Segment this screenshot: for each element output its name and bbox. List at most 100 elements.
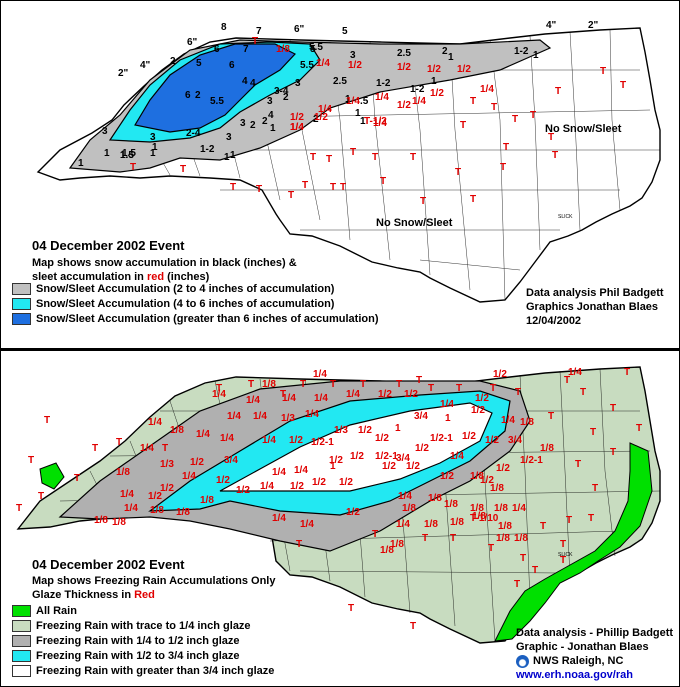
glaze-amount-label: 1/4 — [140, 443, 154, 454]
snow-amount-label: 2 — [442, 46, 448, 57]
zone-all-rain-coast — [494, 442, 653, 642]
glaze-amount-label: 1/3 — [334, 425, 348, 436]
snow-amount-label: 8 — [221, 22, 227, 33]
glaze-amount-label: 1/2 — [378, 389, 392, 400]
ice-legend-item-quarter-half: Freezing Rain with 1/4 to 1/2 inch glaze — [12, 635, 240, 647]
ice-map-description: Map shows Freezing Rain Accumulations On… — [32, 575, 276, 601]
glaze-amount-label: 1/2-1 — [520, 455, 543, 466]
glaze-amount-label: T — [450, 533, 456, 544]
glaze-amount-label: 1/2 — [440, 471, 454, 482]
sleet-amount-label: T — [310, 152, 316, 163]
zone-all-rain-west — [39, 462, 65, 490]
slick-logo-bottom: SLICK — [558, 552, 573, 558]
glaze-amount-label: T — [580, 387, 586, 398]
snow-amount-label: 2.5 — [397, 48, 411, 59]
snow-amount-label: 2 — [283, 92, 289, 103]
glaze-amount-label: 1 — [330, 461, 336, 472]
sleet-amount-label: 1/4 — [480, 84, 494, 95]
glaze-amount-label: 1/2 — [485, 435, 499, 446]
legend-swatch-cyan-ice — [12, 650, 31, 662]
sleet-amount-label: 1/2 — [457, 64, 471, 75]
glaze-amount-label: 1/4 — [568, 367, 582, 378]
glaze-amount-label: 1/4 — [346, 389, 360, 400]
glaze-amount-label: T — [456, 383, 462, 394]
snow-amount-label: 3 — [267, 96, 273, 107]
ice-legend-item-half-three-quarter: Freezing Rain with 1/2 to 3/4 inch glaze — [12, 650, 240, 662]
snow-amount-label: 5 — [310, 44, 316, 55]
glaze-amount-label: T — [575, 459, 581, 470]
glaze-amount-label: T — [416, 375, 422, 386]
snow-amount-label: 1 — [152, 142, 158, 153]
sleet-amount-label: 1/2 — [348, 60, 362, 71]
no-snow-label-east: No Snow/Sleet — [545, 123, 622, 135]
glaze-amount-label: T — [330, 379, 336, 390]
glaze-amount-label: T — [548, 411, 554, 422]
slick-logo-top: SLICK — [558, 214, 573, 220]
sleet-amount-label: 1/2 — [290, 112, 304, 123]
glaze-amount-label: 1/4 — [501, 415, 515, 426]
glaze-amount-label: 1/8 — [470, 503, 484, 514]
glaze-amount-label: 1/2-1 — [430, 433, 453, 444]
glaze-amount-label: 3/4 — [414, 411, 428, 422]
glaze-amount-label: 1/2 — [475, 393, 489, 404]
glaze-amount-label: 1/2 — [148, 491, 162, 502]
glaze-amount-label: T — [74, 473, 80, 484]
glaze-amount-label: 1/8 — [380, 545, 394, 556]
sleet-amount-label: 1/2 — [427, 64, 441, 75]
snow-amount-label: 2 — [195, 90, 201, 101]
snow-amount-label: 3 — [350, 50, 356, 61]
snow-amount-label: 1 — [355, 108, 361, 119]
snow-amount-label: 1 — [345, 94, 351, 105]
glaze-amount-label: 1/2 — [350, 451, 364, 462]
snow-amount-label: 1 — [448, 52, 454, 63]
sleet-amount-label: T — [460, 120, 466, 131]
glaze-amount-label: T — [560, 539, 566, 550]
snow-amount-label: 6 — [229, 60, 235, 71]
snow-amount-label: 1 — [104, 148, 110, 159]
sleet-amount-label: T — [410, 152, 416, 163]
legend-swatch-green — [12, 605, 31, 617]
glaze-amount-label: 1/8 — [514, 533, 528, 544]
glaze-amount-label: 1/2 — [480, 475, 494, 486]
nws-url-link[interactable]: www.erh.noaa.gov/rah — [516, 669, 633, 681]
glaze-amount-label: T — [44, 415, 50, 426]
glaze-amount-label: T — [560, 555, 566, 566]
no-snow-label-south: No Snow/Sleet — [376, 217, 453, 229]
glaze-amount-label: 1/4 — [440, 399, 454, 410]
glaze-amount-label: T — [532, 565, 538, 576]
snow-amount-label: 7 — [243, 44, 249, 55]
snow-amount-label: 3 — [240, 118, 246, 129]
snow-amount-label: 1-2 — [410, 84, 425, 95]
glaze-amount-label: 1/4 — [212, 389, 226, 400]
sleet-amount-label: 1/4 — [318, 104, 332, 115]
snow-map-credits: Data analysis Phil Badgett Graphics Jona… — [526, 287, 664, 327]
sleet-amount-label: T — [420, 196, 426, 207]
glaze-amount-label: 1/2 — [406, 461, 420, 472]
legend-swatch-light-green — [12, 620, 31, 632]
sleet-amount-label: T — [180, 164, 186, 175]
sleet-amount-label: T — [288, 190, 294, 201]
glaze-amount-label: T — [520, 553, 526, 564]
glaze-amount-label: 1/4 — [294, 465, 308, 476]
glaze-amount-label: T — [540, 521, 546, 532]
snow-amount-label: 1.5 — [122, 148, 136, 159]
glaze-amount-label: 1/2 — [496, 463, 510, 474]
ice-legend-item-over-three-quarter: Freezing Rain with greater than 3/4 inch… — [12, 665, 274, 677]
glaze-amount-label: 1/4 — [262, 435, 276, 446]
sleet-amount-label: 1/4 — [316, 58, 330, 69]
glaze-amount-label: T — [162, 443, 168, 454]
snow-amount-label: 4" — [546, 20, 557, 31]
snow-amount-label: 2 — [250, 120, 256, 131]
sleet-amount-label: T — [470, 96, 476, 107]
glaze-amount-label: T — [514, 579, 520, 590]
snow-amount-label: 1 — [224, 152, 230, 163]
glaze-amount-label: 1/4 — [396, 519, 410, 530]
noaa-logo-icon — [516, 654, 529, 668]
zone-over-6-inches — [134, 43, 296, 133]
glaze-amount-label: 1/8 — [498, 521, 512, 532]
glaze-amount-label: 1/8 — [496, 533, 510, 544]
glaze-amount-label: 1/2 — [289, 435, 303, 446]
sleet-amount-label: T — [530, 110, 536, 121]
glaze-amount-label: T — [515, 387, 521, 398]
glaze-amount-label: 1/2 — [471, 405, 485, 416]
